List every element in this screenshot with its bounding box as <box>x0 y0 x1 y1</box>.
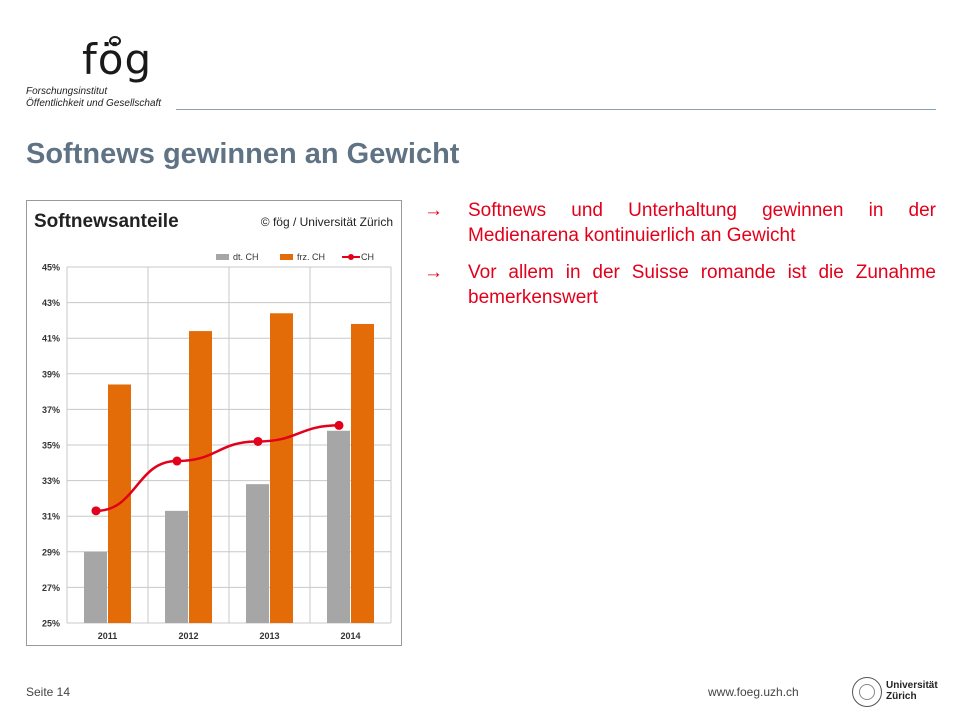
y-tick-label: 25% <box>42 619 60 629</box>
y-tick-label: 45% <box>42 263 60 273</box>
y-tick-label: 43% <box>42 298 60 308</box>
line-ch <box>95 424 340 513</box>
bar-frz-ch <box>351 323 374 623</box>
bullet-item-2: → Vor allem in der Suisse romande ist di… <box>424 260 936 310</box>
bullet-text-2: Vor allem in der Suisse romande ist die … <box>468 262 936 308</box>
y-tick-label: 29% <box>42 547 60 557</box>
university-seal-icon <box>852 677 882 707</box>
arrow-right-icon: → <box>424 200 443 221</box>
x-tick-label: 2012 <box>178 631 198 641</box>
point-ch <box>172 456 182 466</box>
point-ch <box>334 420 344 430</box>
chart-svg: 25% 27% 29% 31% 33% 35% 37% 39% 41% 43% 45% 2011 201… <box>42 252 392 641</box>
logo-subtitle: Forschungsinstitut Öffentlichkeit und Ge… <box>26 86 176 110</box>
logo-line-1: Forschungsinstitut <box>26 86 108 97</box>
university-logo: Universität Zürich <box>852 677 952 709</box>
x-tick-label: 2014 <box>340 631 360 641</box>
chart-panel: 25% 27% 29% 31% 33% 35% 37% 39% 41% 43% 45% 2011 201… <box>26 200 402 646</box>
logo-line-2: Öffentlichkeit und Gesellschaft <box>26 98 162 109</box>
x-tick-label: 2013 <box>259 631 279 641</box>
arrow-right-icon: → <box>424 262 443 283</box>
bar-frz-ch <box>189 331 212 623</box>
chart-credit: © fög / Universität Zürich <box>260 215 393 229</box>
bar-dt-ch <box>327 430 350 623</box>
logo-mark: fög <box>82 35 153 84</box>
university-name: Universität Zürich <box>886 680 938 702</box>
y-tick-label: 27% <box>42 583 60 593</box>
bullet-text-1: Softnews und Unterhaltung gewinnen in de… <box>468 200 936 246</box>
x-tick-label: 2011 <box>98 631 118 641</box>
y-tick-label: 33% <box>42 476 60 486</box>
bar-frz-ch <box>270 313 293 623</box>
bullet-item-1: → Softnews und Unterhaltung gewinnen in … <box>424 198 936 248</box>
y-tick-label: 35% <box>42 441 60 451</box>
legend-label: frz. CH <box>297 252 325 262</box>
legend-label: CH <box>361 252 374 262</box>
bullet-list: → Softnews und Unterhaltung gewinnen in … <box>424 198 936 322</box>
y-tick-label: 37% <box>42 405 60 415</box>
bar-dt-ch <box>84 551 107 623</box>
slide-title: Softnews gewinnen an Gewicht <box>26 138 460 170</box>
y-tick-label: 39% <box>42 369 60 379</box>
y-tick-label: 41% <box>42 334 60 344</box>
point-ch <box>253 436 263 446</box>
header-divider <box>176 109 936 110</box>
university-line-1: Universität <box>886 680 938 691</box>
foeg-logo: fög Forschungsinstitut Öffentlichkeit un… <box>26 35 176 110</box>
chart-title: Softnewsanteile <box>34 211 179 232</box>
bar-dt-ch <box>165 510 188 623</box>
footer-url[interactable]: www.foeg.uzh.ch <box>708 685 799 699</box>
page-number: Seite 14 <box>26 685 71 699</box>
legend-swatch <box>280 254 293 260</box>
legend-label: dt. CH <box>233 252 259 262</box>
bar-dt-ch <box>246 484 269 623</box>
logo-ring-icon <box>109 36 121 46</box>
point-ch <box>91 506 101 516</box>
legend-swatch <box>216 254 229 260</box>
y-tick-label: 31% <box>42 512 60 522</box>
legend-marker <box>348 254 354 260</box>
university-line-2: Zürich <box>886 691 917 702</box>
